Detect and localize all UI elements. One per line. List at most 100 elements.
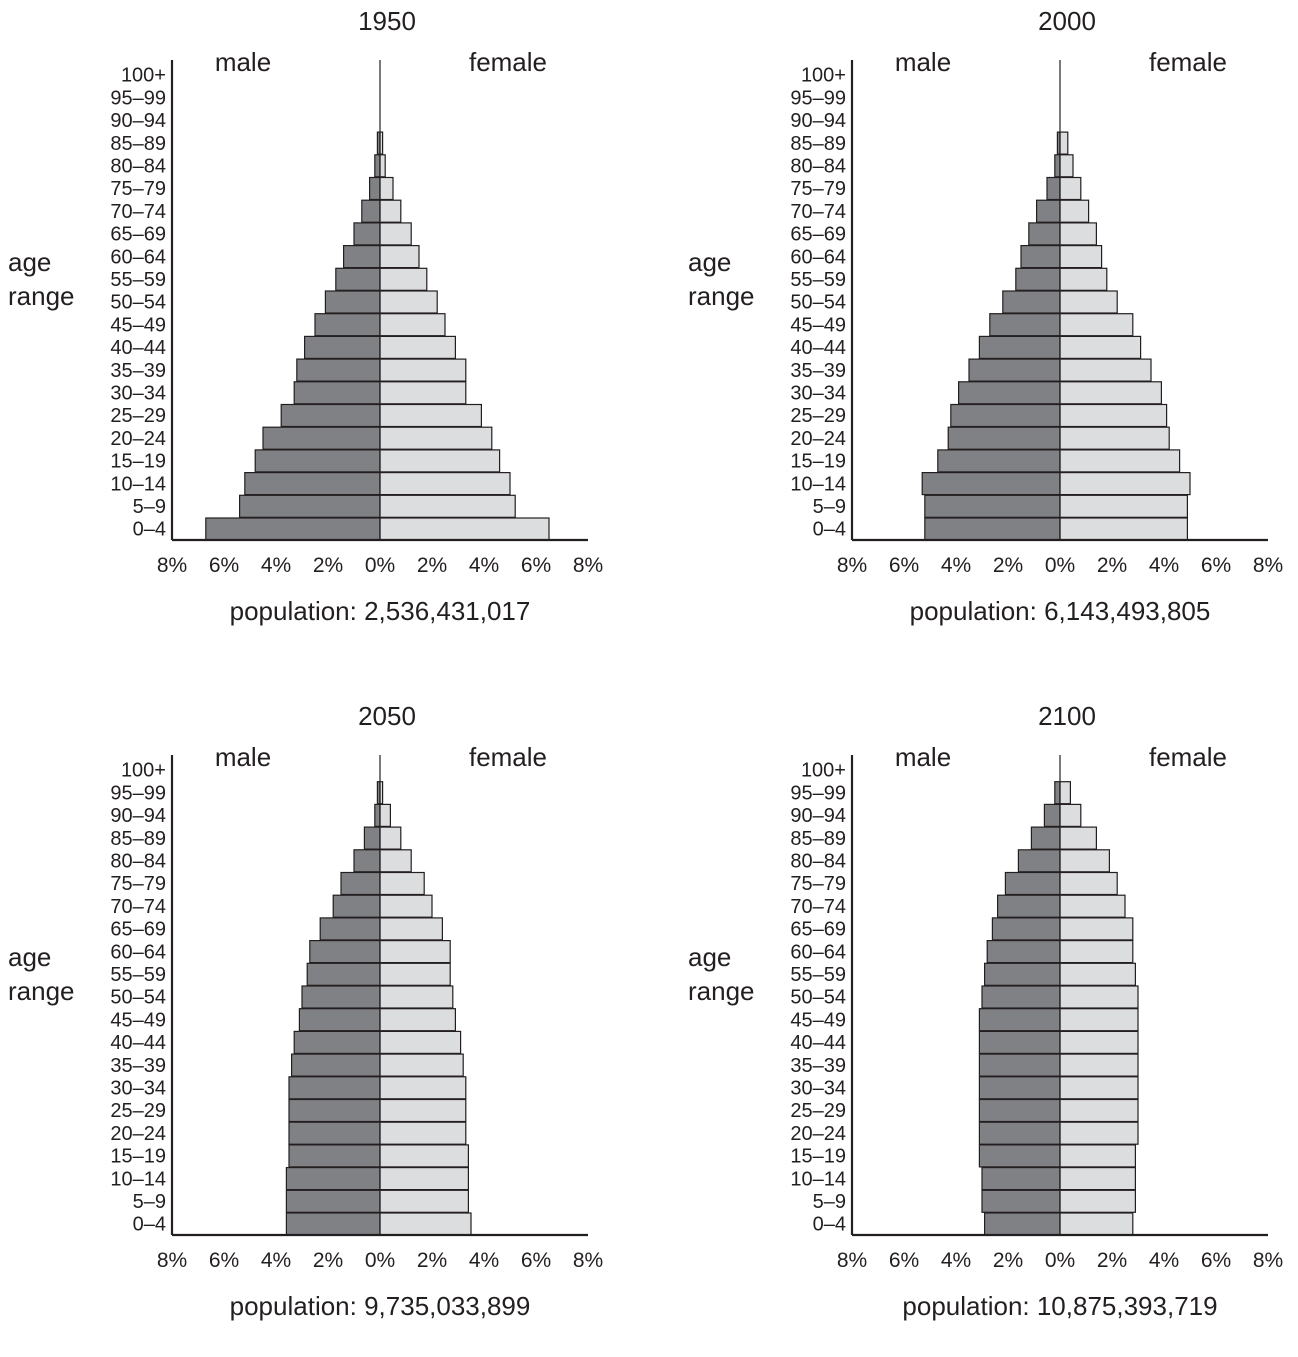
bar-male [288, 1076, 381, 1100]
population-label: population: 10,875,393,719 [902, 1291, 1217, 1321]
y-axis-title-line2: range [688, 976, 755, 1006]
age-tick-label: 75–79 [110, 178, 166, 200]
age-tick-label: 20–24 [790, 428, 846, 450]
x-tick-label: 6% [889, 554, 919, 577]
bar-male [353, 222, 381, 246]
bar-female [379, 1053, 464, 1077]
age-tick-label: 50–54 [110, 987, 166, 1009]
age-tick-label: 60–64 [110, 246, 166, 268]
bar-male [991, 917, 1061, 941]
age-tick-label: 65–69 [790, 919, 846, 941]
bar-female [1059, 358, 1152, 382]
bar-female [1059, 826, 1098, 850]
bar-male [1002, 290, 1061, 314]
bar-female [379, 1189, 470, 1213]
age-tick-label: 15–19 [790, 1146, 846, 1168]
y-axis-title-line1: age [688, 247, 731, 277]
bar-female [379, 335, 457, 359]
female-label: female [1149, 47, 1227, 77]
age-tick-label: 35–39 [110, 1055, 166, 1077]
bar-male [319, 917, 381, 941]
bar-male [1046, 176, 1061, 201]
bar-male [978, 1144, 1061, 1168]
x-tick-label: 8% [837, 554, 867, 577]
x-tick-label: 4% [469, 1249, 499, 1272]
bar-male [989, 313, 1061, 337]
x-tick-label: 6% [1201, 554, 1231, 577]
age-tick-label: 75–79 [790, 873, 846, 895]
bar-male [314, 313, 381, 337]
bar-male [937, 449, 1061, 473]
x-tick-label: 2% [993, 1249, 1023, 1272]
bar-female [1059, 245, 1103, 269]
age-tick-label: 100+ [121, 65, 166, 87]
age-tick-label: 45–49 [790, 314, 846, 336]
pyramid-chart-svg: 2050 male female age range 0–45–910–1415–1920… [8, 701, 603, 1321]
age-tick-label: 10–14 [110, 1168, 166, 1190]
age-tick-label: 85–89 [110, 828, 166, 850]
age-tick-label: 0–4 [813, 519, 846, 541]
x-tick-label: 2% [1097, 1249, 1127, 1272]
bar-male [978, 1030, 1061, 1054]
age-tick-label: 80–84 [790, 155, 846, 177]
age-tick-label: 25–29 [110, 1100, 166, 1122]
bar-female [379, 381, 467, 405]
age-tick-label: 65–69 [110, 224, 166, 246]
bar-male [1017, 849, 1061, 873]
bar-female [379, 1167, 470, 1191]
bar-female [379, 472, 511, 496]
age-tick-label: 70–74 [790, 896, 846, 918]
age-tick-label: 100+ [121, 760, 166, 782]
bar-female [379, 1098, 467, 1123]
bar-female [1059, 426, 1170, 450]
age-tick-label: 35–39 [110, 360, 166, 382]
y-axis-title-line2: range [8, 976, 75, 1006]
age-tick-label: 25–29 [790, 405, 846, 427]
bar-male [291, 1053, 381, 1077]
bar-female [379, 1030, 462, 1054]
bar-male [280, 403, 381, 428]
x-tick-label: 4% [941, 1249, 971, 1272]
bar-female [379, 403, 483, 428]
bar-male [304, 335, 381, 359]
age-tick-label: 65–69 [110, 919, 166, 941]
bar-female [379, 426, 493, 450]
age-tick-label: 90–94 [110, 805, 166, 827]
x-tick-label: 6% [209, 554, 239, 577]
pyramid-2100: 2100 male female age range 0–4 5–9 10–14 15–19 20… [680, 695, 1298, 1357]
age-tick-label: 60–64 [790, 941, 846, 963]
bar-female [1059, 1189, 1137, 1213]
x-tick-label: 2% [417, 554, 447, 577]
age-tick-label: 70–74 [790, 201, 846, 223]
bar-male [968, 358, 1061, 382]
bar-female [1059, 803, 1082, 828]
age-tick-label: 0–4 [813, 1214, 846, 1236]
age-tick-label: 50–54 [790, 292, 846, 314]
age-tick-label: 10–14 [110, 473, 166, 495]
bar-male [309, 940, 381, 964]
bar-female [1059, 403, 1168, 428]
age-tick-label: 35–39 [790, 360, 846, 382]
age-tick-label: 85–89 [790, 133, 846, 155]
bar-male [239, 494, 381, 518]
bar-male [254, 449, 381, 473]
bar-male [1054, 154, 1061, 178]
age-tick-label: 40–44 [790, 337, 846, 359]
x-tick-label: 4% [469, 554, 499, 577]
bar-male [1030, 826, 1061, 850]
bar-male [1036, 199, 1061, 223]
bar-male [374, 154, 381, 178]
female-label: female [469, 742, 547, 772]
bar-male [978, 1098, 1061, 1123]
male-label: male [895, 47, 951, 77]
bar-male [298, 1008, 381, 1032]
bar-male [343, 245, 381, 269]
bar-male [921, 472, 1061, 496]
bar-male [1054, 781, 1061, 805]
bar-female [1059, 449, 1181, 473]
bar-female [379, 803, 391, 828]
bar-female [1059, 1098, 1139, 1123]
bar-female [379, 267, 428, 291]
bar-male [301, 985, 381, 1009]
age-tick-label: 95–99 [790, 782, 846, 804]
